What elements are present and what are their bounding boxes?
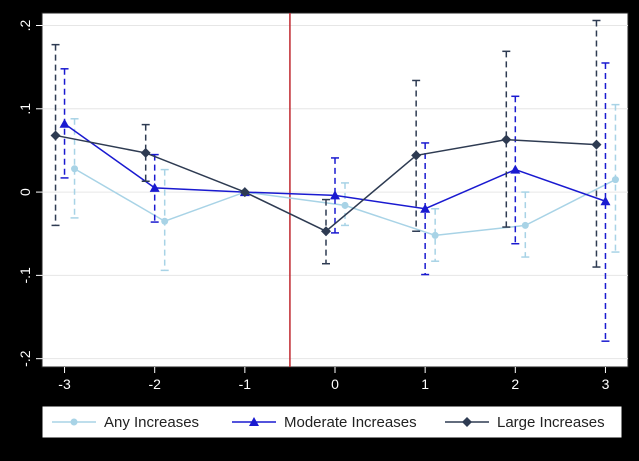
y-tick-label: -.1 <box>17 267 33 284</box>
legend-label: Any Increases <box>104 414 199 431</box>
triangle-marker <box>330 190 340 200</box>
y-tick-label: .1 <box>17 103 33 115</box>
legend-item: Moderate Increases <box>232 414 417 431</box>
x-tick-label: 3 <box>602 376 610 392</box>
x-tick-label: -2 <box>148 376 161 392</box>
triangle-marker <box>249 417 259 426</box>
legend-item: Any Increases <box>52 414 199 431</box>
x-tick-label: 0 <box>331 376 339 392</box>
triangle-marker <box>510 164 521 174</box>
series-large-increases <box>50 19 602 268</box>
diamond-marker <box>140 147 151 158</box>
legend-label: Large Increases <box>497 414 605 431</box>
x-tick-label: -3 <box>58 376 71 392</box>
triangle-marker <box>420 203 431 213</box>
circle-marker <box>71 165 79 173</box>
circle-marker <box>70 418 78 426</box>
diamond-marker <box>239 187 250 198</box>
triangle-marker <box>59 118 70 128</box>
y-tick-label: -.2 <box>17 350 33 367</box>
diamond-marker <box>462 417 472 427</box>
diamond-marker <box>411 150 422 161</box>
circle-marker <box>611 176 619 184</box>
diamond-marker <box>591 139 602 150</box>
circle-marker <box>161 217 169 225</box>
y-tick-label: .2 <box>17 19 33 31</box>
triangle-marker <box>149 182 160 192</box>
legend-box <box>41 405 623 439</box>
diamond-marker <box>321 226 331 237</box>
y-tick-label: 0 <box>17 188 33 196</box>
series-any-increases <box>70 103 620 272</box>
circle-marker <box>521 221 529 229</box>
legend-item: Large Increases <box>445 414 605 431</box>
legend: Any Increases Moderate Increases Large Inc… <box>41 405 623 439</box>
diamond-marker <box>50 130 61 141</box>
x-axis: -3 -2 -1 0 1 2 3 <box>58 367 610 392</box>
gridlines <box>42 24 628 360</box>
x-tick-label: -1 <box>239 376 252 392</box>
legend-label: Moderate Increases <box>284 414 417 431</box>
diamond-marker <box>501 134 512 145</box>
x-tick-label: 2 <box>511 376 519 392</box>
y-axis: .2 .1 0 -.1 -.2 <box>17 19 42 367</box>
x-tick-label: 1 <box>421 376 429 392</box>
triangle-marker <box>600 196 611 206</box>
circle-marker <box>341 201 349 209</box>
circle-marker <box>431 231 439 239</box>
